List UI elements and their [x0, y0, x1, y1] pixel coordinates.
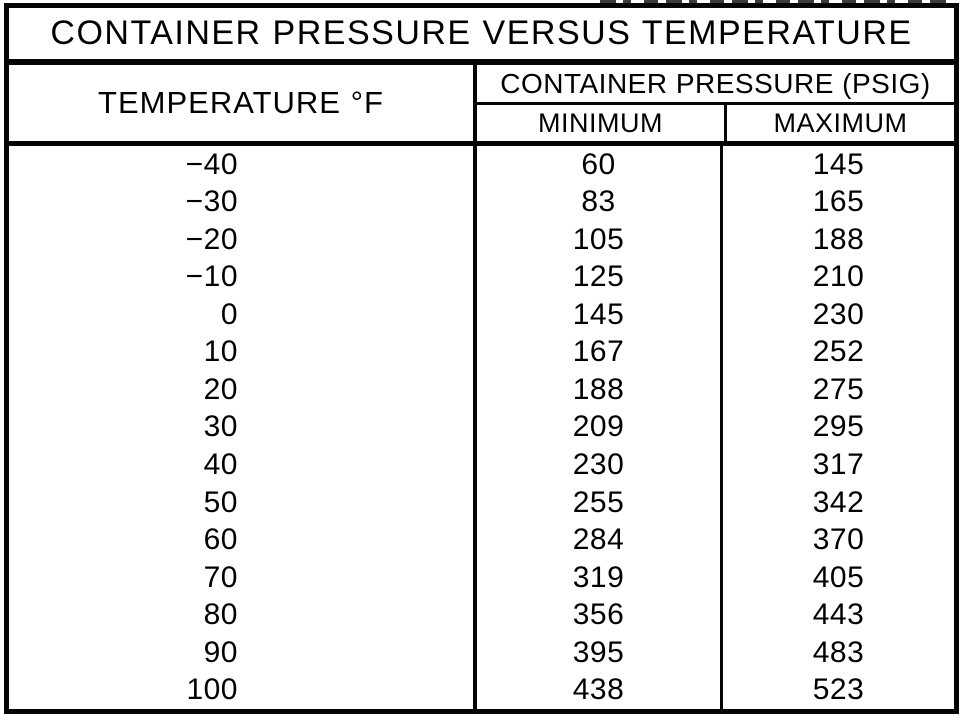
- maximum-pressure-cell: 443: [812, 598, 865, 632]
- minimum-pressure-cell: 319: [572, 560, 625, 594]
- minimum-pressure-cell: 167: [572, 335, 625, 369]
- minimum-pressure-cell: 188: [572, 372, 625, 406]
- maximum-pressure-cell: 145: [812, 147, 865, 181]
- maximum-pressure-cell: 275: [812, 372, 865, 406]
- minimum-pressure-cell: 83: [581, 185, 616, 219]
- temperature-cell: 0: [220, 297, 238, 331]
- maximum-pressure-cell: 252: [812, 335, 865, 369]
- minimum-pressure-cell: 395: [572, 635, 625, 669]
- temperature-cell: 70: [203, 560, 238, 594]
- temperature-cell: 30: [203, 410, 238, 444]
- minimum-pressure-cell: 209: [572, 410, 625, 444]
- minimum-pressure-cell: 255: [572, 485, 625, 519]
- table-title: CONTAINER PRESSURE VERSUS TEMPERATURE: [9, 8, 954, 65]
- maximum-pressure-cell: 230: [812, 297, 865, 331]
- maximum-pressure-cell: 370: [812, 523, 865, 557]
- maximum-pressure-cell: 405: [812, 560, 865, 594]
- temperature-cell: 20: [203, 372, 238, 406]
- minimum-pressure-cell: 356: [572, 598, 625, 632]
- minimum-column-header: MINIMUM: [538, 107, 663, 138]
- scan-artifact: [600, 0, 952, 4]
- temperature-cell: −40: [185, 147, 238, 181]
- maximum-pressure-cell: 295: [812, 410, 865, 444]
- maximum-pressure-column: 145 165 188 210 230 252 275 295 317 342 370 405 443 4…: [720, 146, 954, 709]
- temperature-cell: 100: [186, 673, 238, 707]
- pressure-header-block: CONTAINER PRESSURE (PSIG) MINIMUM MAXIMU…: [473, 65, 954, 141]
- minimum-pressure-cell: 284: [572, 523, 625, 557]
- minimum-pressure-cell: 438: [572, 673, 625, 707]
- maximum-pressure-cell: 317: [812, 448, 865, 482]
- maximum-pressure-cell: 188: [812, 222, 865, 256]
- minmax-header-row: MINIMUM MAXIMUM: [477, 105, 954, 141]
- maximum-pressure-cell: 165: [812, 185, 865, 219]
- minimum-pressure-cell: 60: [581, 147, 616, 181]
- temperature-cell: −20: [185, 222, 238, 256]
- temperature-cell: −10: [185, 260, 238, 294]
- temperature-cell: 90: [203, 635, 238, 669]
- minimum-pressure-column: 60 83 105 125 145 167 188 209 230 255 284 319 356 395…: [473, 146, 720, 709]
- temperature-cell: 40: [203, 448, 238, 482]
- table-body: −40 −30 −20 −10 0 10 20 30 40 50 60 70 80 90 100 60 83 1…: [9, 146, 954, 709]
- maximum-pressure-cell: 523: [812, 673, 865, 707]
- temperature-cell: 60: [203, 523, 238, 557]
- maximum-pressure-cell: 342: [812, 485, 865, 519]
- temperature-cell: 10: [203, 335, 238, 369]
- maximum-column-header: MAXIMUM: [724, 105, 954, 141]
- minimum-pressure-cell: 125: [572, 260, 625, 294]
- temperature-column-header: TEMPERATURE °F: [98, 85, 384, 120]
- pressure-group-header: CONTAINER PRESSURE (PSIG): [477, 65, 954, 105]
- maximum-pressure-cell: 210: [812, 260, 865, 294]
- pressure-temperature-table: CONTAINER PRESSURE VERSUS TEMPERATURE TE…: [4, 3, 959, 714]
- minimum-pressure-cell: 145: [572, 297, 625, 331]
- table-header-row: TEMPERATURE °F CONTAINER PRESSURE (PSIG)…: [9, 65, 954, 146]
- minimum-pressure-cell: 105: [572, 222, 625, 256]
- maximum-pressure-cell: 483: [812, 635, 865, 669]
- minimum-pressure-cell: 230: [572, 448, 625, 482]
- temperature-cell: 80: [203, 598, 238, 632]
- temperature-column: −40 −30 −20 −10 0 10 20 30 40 50 60 70 80 90 100: [9, 146, 473, 709]
- temperature-cell: 50: [203, 485, 238, 519]
- temperature-cell: −30: [185, 185, 238, 219]
